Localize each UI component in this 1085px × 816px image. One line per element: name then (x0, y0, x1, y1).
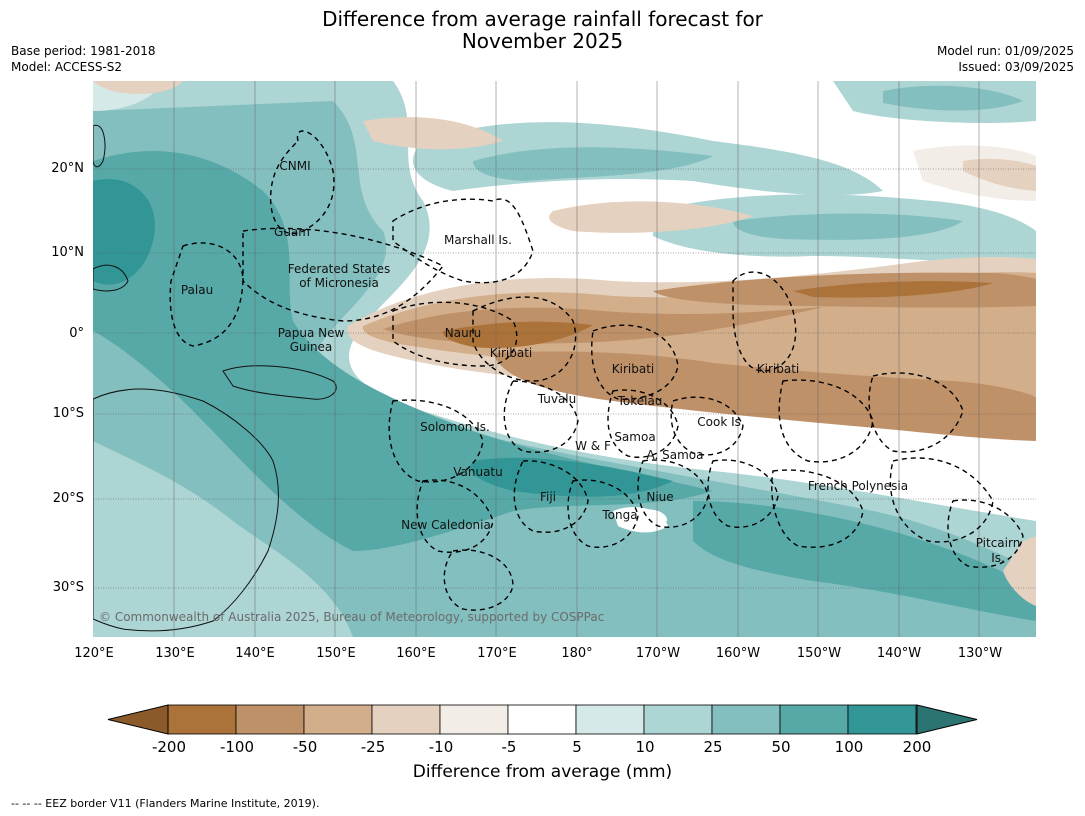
lat-tick-10s: 10°S (52, 406, 84, 421)
label-niue: Niue (646, 490, 673, 504)
label-png-2: Guinea (290, 340, 333, 354)
colorbar-label: 100 (834, 738, 864, 756)
copyright-notice: © Commonwealth of Australia 2025, Bureau… (99, 610, 604, 624)
lon-tick-150e: 150°E (316, 646, 356, 661)
label-wf: W & F (575, 439, 611, 453)
meta-left: Base period: 1981-2018 Model: ACCESS-S2 (11, 43, 156, 75)
label-png-1: Papua New (278, 326, 345, 340)
lon-tick-140w: 140°W (876, 646, 922, 661)
label-tonga: Tonga (601, 508, 637, 522)
label-newcal: New Caledonia (401, 518, 491, 532)
label-cnmi: CNMI (279, 159, 310, 173)
colorbar-over-arrow (916, 704, 978, 735)
land-outlines (93, 124, 337, 632)
label-samoa: Samoa (614, 430, 655, 444)
title-line-2: November 2025 (461, 29, 624, 53)
label-kiribati-w: Kiribati (490, 346, 532, 360)
label-palau: Palau (181, 283, 213, 297)
lon-tick-130e: 130°E (155, 646, 195, 661)
lon-tick-160w: 160°W (715, 646, 761, 661)
lat-tick-10n: 10°N (51, 245, 84, 260)
colorbar-cell (779, 704, 849, 735)
base-period: Base period: 1981-2018 (11, 44, 156, 58)
colorbar-label: -50 (292, 738, 318, 756)
label-guam: Guam (274, 225, 310, 239)
label-tuvalu: Tuvalu (537, 392, 577, 406)
label-nauru: Nauru (445, 326, 481, 340)
colorbar-cell (847, 704, 917, 735)
colorbar-label: 50 (771, 738, 791, 756)
lon-tick-130w: 130°W (957, 646, 1003, 661)
issued-date: Issued: 03/09/2025 (958, 60, 1074, 74)
rainfall-map: CNMI Guam Marshall Is. Federated States … (93, 81, 1036, 637)
label-fsm-2: of Micronesia (299, 276, 379, 290)
colorbar-label: 10 (635, 738, 655, 756)
label-fsm-1: Federated States (288, 262, 390, 276)
lat-tick-20s: 20°S (52, 491, 84, 506)
colorbar-label: -25 (360, 738, 386, 756)
label-pitcairn-1: Pitcairn (976, 536, 1021, 550)
label-pitcairn-2: Is. (991, 551, 1005, 565)
rainfall-anomaly-field (93, 81, 1036, 637)
lat-tick-0: 0° (69, 326, 84, 341)
colorbar-cell (303, 704, 373, 735)
lon-tick-170w: 170°W (635, 646, 681, 661)
label-asamoa: A. Samoa (647, 448, 704, 462)
label-kiribati-e: Kiribati (757, 362, 799, 376)
colorbar-cell (167, 704, 237, 735)
colorbar-title: Difference from average (mm) (412, 762, 673, 782)
title-line-1: Difference from average rainfall forecas… (322, 7, 763, 31)
colorbar-cell (235, 704, 305, 735)
colorbar-label: -10 (428, 738, 454, 756)
label-tokelau: Tokelau (617, 394, 663, 408)
lon-tick-160e: 160°E (396, 646, 436, 661)
eez-borders (169, 130, 1024, 611)
label-kiribati-c: Kiribati (612, 362, 654, 376)
eez-footnote: -- -- -- EEZ border V11 (Flanders Marine… (11, 797, 320, 810)
colorbar-cell (711, 704, 781, 735)
label-fp: French Polynesia (808, 479, 908, 493)
label-fiji: Fiji (540, 490, 556, 504)
meta-right: Model run: 01/09/2025 Issued: 03/09/2025 (937, 43, 1074, 75)
lat-tick-20n: 20°N (51, 161, 84, 176)
colorbar-cell (371, 704, 441, 735)
colorbar-label: 200 (902, 738, 932, 756)
lon-tick-120e: 120°E (74, 646, 114, 661)
colorbar-cell (507, 704, 577, 735)
label-solomon: Solomon Is. (420, 420, 490, 434)
model-name: Model: ACCESS-S2 (11, 60, 123, 74)
chart-title: Difference from average rainfall forecas… (0, 8, 1085, 52)
colorbar-cell (439, 704, 509, 735)
colorbar-label: -200 (151, 738, 187, 756)
colorbar-label: -100 (219, 738, 255, 756)
colorbar-label: 5 (572, 738, 582, 756)
lon-tick-150w: 150°W (796, 646, 842, 661)
colorbar-cell (643, 704, 713, 735)
colorbar (107, 704, 978, 735)
label-marshall: Marshall Is. (444, 233, 512, 247)
colorbar-label: 25 (703, 738, 723, 756)
place-labels: CNMI Guam Marshall Is. Federated States … (181, 159, 1020, 565)
colorbar-cell (575, 704, 645, 735)
lon-tick-170e: 170°E (477, 646, 517, 661)
label-cook: Cook Is. (697, 415, 744, 429)
colorbar-under-arrow (107, 704, 169, 735)
lon-tick-180: 180° (561, 646, 593, 661)
lon-tick-140e: 140°E (235, 646, 275, 661)
colorbar-label: -5 (501, 738, 517, 756)
model-run: Model run: 01/09/2025 (936, 44, 1074, 58)
label-vanuatu: Vanuatu (453, 465, 503, 479)
lat-tick-30s: 30°S (52, 580, 84, 595)
graticule (93, 168, 1036, 589)
